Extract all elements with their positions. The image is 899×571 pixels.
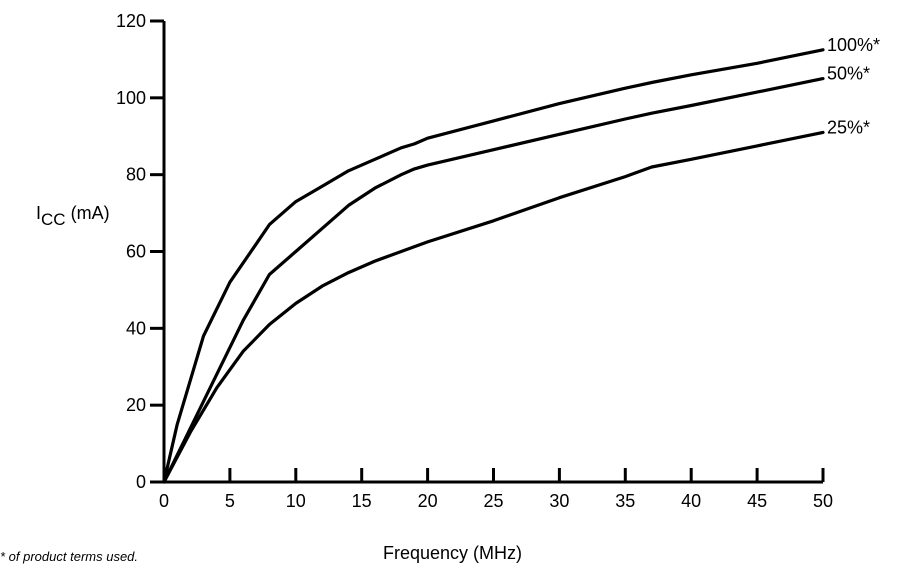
y-tick-label: 0	[136, 472, 146, 492]
series-line	[162, 130, 825, 484]
x-tick-label: 20	[418, 491, 438, 511]
x-tick-label: 45	[747, 491, 767, 511]
x-tick-label: 50	[813, 491, 833, 511]
y-axis-label-units: (mA)	[65, 203, 110, 223]
x-tick-label: 40	[681, 491, 701, 511]
x-axis-label: Frequency (MHz)	[383, 543, 523, 563]
y-ticks: 0 20 40 60 80 100 120	[116, 11, 164, 492]
x-tick-label: 0	[159, 491, 169, 511]
y-tick-label: 60	[126, 242, 146, 262]
y-axis-label-main: I	[36, 203, 42, 223]
y-tick-label: 100	[116, 88, 146, 108]
series-label: 25%*	[827, 117, 870, 137]
y-axis-label-subscript: CC	[41, 210, 66, 229]
x-tick-label: 15	[352, 491, 372, 511]
series-labels: 100%* 50%* 25%*	[827, 35, 880, 138]
y-tick-label: 40	[126, 318, 146, 338]
x-tick-label: 10	[286, 491, 306, 511]
x-tick-label: 30	[549, 491, 569, 511]
x-tick-label: 35	[615, 491, 635, 511]
footnote: * of product terms used.	[0, 549, 139, 564]
series-label: 50%*	[827, 64, 870, 84]
y-tick-label: 80	[126, 165, 146, 185]
y-tick-label: 20	[126, 395, 146, 415]
x-ticks: 0 5 10 15 20 25 30 35 40 45 50	[159, 468, 833, 511]
series-line	[162, 76, 825, 484]
y-tick-label: 120	[116, 11, 146, 31]
series-line	[162, 48, 825, 484]
series-label: 100%*	[827, 35, 880, 55]
x-tick-label: 5	[225, 491, 235, 511]
x-tick-label: 25	[483, 491, 503, 511]
y-axis-label: ICC (mA)	[36, 203, 110, 229]
series-lines	[162, 48, 825, 484]
